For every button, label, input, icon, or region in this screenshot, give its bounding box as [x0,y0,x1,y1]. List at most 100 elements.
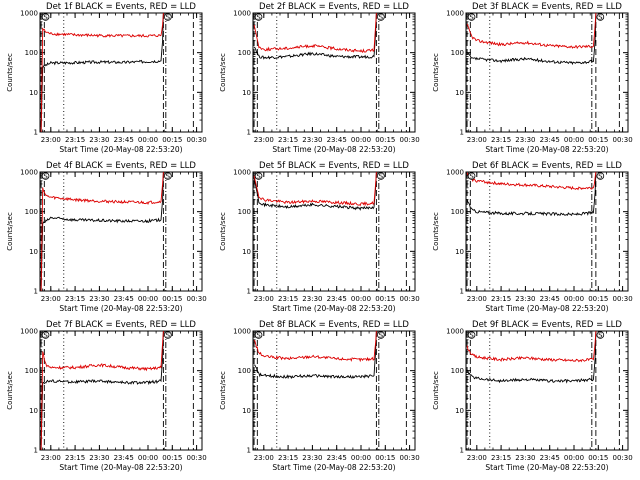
x-tick-label: 00:15 [162,454,182,462]
x-tick-label: 23:00 [467,454,487,462]
x-tick-label: 00:30 [613,295,633,303]
x-tick-label: 23:15 [278,295,298,303]
start-marker-label: S [256,173,261,181]
lld-series-line [40,12,164,133]
plot-frame [252,330,416,451]
y-tick-label: 1000 [20,328,38,336]
y-tick-label: 1 [460,129,464,137]
y-tick-label: 1 [247,129,251,137]
detector-panel-7: Det 7f BLACK = Events, RED = LLD Counts/s… [6,320,207,472]
end-marker-circle [596,13,605,21]
x-tick-label: 00:00 [564,454,584,462]
x-tick-label: 23:30 [515,136,535,144]
x-tick-label: 00:00 [351,454,371,462]
detector-panel-6: Det 6f BLACK = Events, RED = LLD Counts/s… [432,161,633,313]
panel-title: Det 1f BLACK = Events, RED = LLD [46,2,196,12]
y-tick-label: 100 [451,367,464,375]
lld-series-line [253,12,377,53]
start-marker-label: S [469,14,474,22]
x-tick-label: 23:15 [65,454,85,462]
x-tick-label: 23:15 [278,136,298,144]
end-marker-circle [164,172,172,180]
x-tick-label: 00:00 [138,295,158,303]
y-tick-label: 1000 [20,10,38,18]
x-tick-label: 00:30 [187,295,207,303]
x-tick-label: 23:45 [540,295,560,303]
start-marker-circle [254,331,263,339]
panel-title: Det 2f BLACK = Events, RED = LLD [259,2,409,12]
start-marker-label: S [256,332,261,340]
start-marker-circle [467,172,476,180]
y-tick-label: 100 [238,208,251,216]
start-marker-label: S [43,173,48,181]
end-marker-circle [377,172,385,180]
y-axis-label: Counts/sec [6,53,14,92]
y-tick-label: 10 [455,407,464,415]
events-series-line [254,330,377,380]
x-tick-label: 00:00 [564,136,584,144]
x-tick-label: 23:45 [327,136,347,144]
x-tick-label: 00:30 [613,136,633,144]
y-tick-label: 100 [25,367,38,375]
x-tick-label: 00:15 [588,136,608,144]
x-tick-label: 23:45 [114,136,134,144]
y-axis-label: Counts/sec [6,371,14,410]
x-tick-label: 00:15 [375,136,395,144]
end-marker-label: S [598,173,603,181]
start-marker-circle [467,331,476,339]
x-tick-label: 23:45 [540,454,560,462]
x-tick-label: 00:15 [588,295,608,303]
x-tick-label: 23:45 [540,136,560,144]
y-tick-label: 100 [238,367,251,375]
end-marker-label: S [598,14,603,22]
lld-series-line [253,330,377,363]
x-tick-label: 23:00 [41,295,61,303]
panel-title: Det 7f BLACK = Events, RED = LLD [46,320,196,330]
plot-frame [252,12,416,133]
events-series-line [40,12,164,133]
x-tick-label: 00:30 [187,136,207,144]
lld-series-line [466,171,597,191]
x-tick-label: 23:30 [89,454,109,462]
x-tick-label: 23:30 [515,454,535,462]
x-tick-label: 23:15 [278,454,298,462]
y-tick-label: 10 [29,89,38,97]
x-tick-label: 23:30 [302,136,322,144]
y-tick-label: 10 [242,248,251,256]
end-marker-circle [596,331,605,339]
x-tick-label: 23:00 [254,136,274,144]
y-tick-label: 100 [25,208,38,216]
y-tick-label: 1 [247,447,251,455]
x-tick-label: 00:30 [613,454,633,462]
y-tick-label: 1000 [20,169,38,177]
end-marker-circle [164,331,172,339]
x-axis-label: Start Time (20-May-08 22:53:20) [272,304,395,313]
panel-title: Det 9f BLACK = Events, RED = LLD [472,320,622,330]
y-tick-label: 1 [34,288,38,296]
x-tick-label: 23:15 [491,136,511,144]
end-marker-label: S [166,14,171,22]
x-axis-label: Start Time (20-May-08 22:53:20) [59,304,182,313]
start-marker-circle [41,172,50,180]
y-tick-label: 1000 [233,169,251,177]
x-tick-label: 23:45 [327,454,347,462]
x-tick-label: 23:15 [491,295,511,303]
x-axis-label: Start Time (20-May-08 22:53:20) [485,304,608,313]
x-tick-label: 00:00 [138,136,158,144]
detector-panel-8: Det 8f BLACK = Events, RED = LLD Counts/s… [219,320,420,472]
events-series-line [253,171,377,211]
y-tick-label: 1 [460,288,464,296]
x-tick-label: 23:00 [254,295,274,303]
x-tick-label: 23:30 [302,454,322,462]
detector-panel-1: Det 1f BLACK = Events, RED = LLD Counts/s… [6,2,207,154]
x-tick-label: 23:15 [65,295,85,303]
start-marker-circle [254,13,263,21]
panel-title: Det 5f BLACK = Events, RED = LLD [259,161,409,171]
y-tick-label: 1 [34,447,38,455]
plot-frame [39,12,203,133]
y-axis-label: Counts/sec [219,53,227,92]
events-series-line [466,330,597,384]
x-tick-label: 00:30 [400,136,420,144]
y-axis-label: Counts/sec [219,212,227,251]
x-tick-label: 00:30 [400,295,420,303]
